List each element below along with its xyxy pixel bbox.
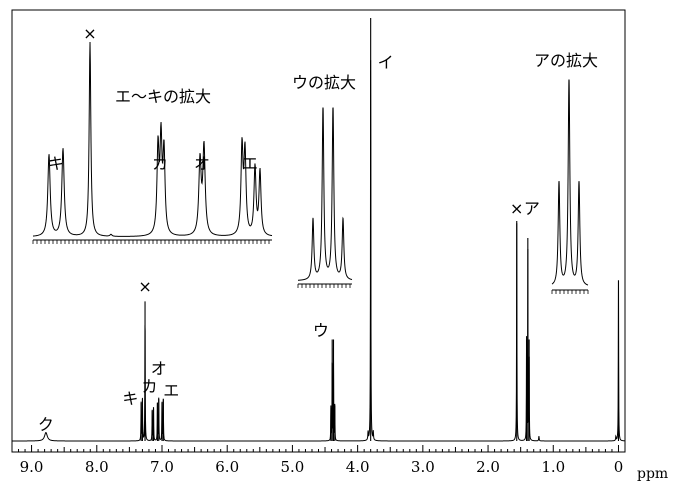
x-axis-ticks: 9.0 8.0 7.0 6.0 5.0 4.0 3.0 2.0 1.0 0 — [18, 445, 624, 476]
peak-label: ウ — [313, 321, 329, 340]
inset-a: アの拡大 — [534, 51, 598, 294]
peak-label: イ — [378, 53, 394, 72]
x-tick-label: 3.0 — [411, 458, 435, 476]
inset-peak-label: × — [83, 24, 96, 43]
x-tick-label: 0 — [614, 458, 624, 476]
inset-trace — [551, 79, 589, 286]
inset-label: アの拡大 — [534, 51, 598, 70]
x-axis-unit-label: ppm — [637, 466, 668, 482]
inset-u: ウの拡大 — [292, 73, 356, 288]
x-tick-label: 7.0 — [150, 458, 174, 476]
peak-label: オ — [151, 359, 167, 378]
x-tick-label: 4.0 — [346, 458, 370, 476]
peak-label: カ — [142, 377, 158, 396]
peak-label: × — [510, 199, 523, 218]
peak-label: エ — [163, 381, 179, 400]
inset-peak-label: カ — [152, 154, 168, 173]
x-tick-label: 9.0 — [20, 458, 44, 476]
peak-label: キ — [122, 389, 138, 408]
x-tick-label: 5.0 — [280, 458, 304, 476]
inset-peak-label: エ — [242, 154, 258, 173]
spectrum-trace — [12, 60, 626, 442]
x-tick-label: 2.0 — [476, 458, 500, 476]
inset-trace — [298, 107, 353, 281]
inset-label: ウの拡大 — [292, 73, 356, 92]
main-spectrum — [12, 18, 626, 442]
peak-label: ア — [524, 199, 540, 218]
inset-trace — [32, 41, 273, 237]
peak-label: × — [138, 277, 151, 296]
peak-label: ク — [38, 415, 54, 434]
x-tick-label: 1.0 — [541, 458, 565, 476]
x-tick-label: 6.0 — [215, 458, 239, 476]
inset-peak-label: キ — [48, 154, 64, 173]
x-tick-label: 8.0 — [85, 458, 109, 476]
inset-peak-label: オ — [194, 154, 210, 173]
inset-label: エ～キの拡大 — [115, 87, 211, 106]
